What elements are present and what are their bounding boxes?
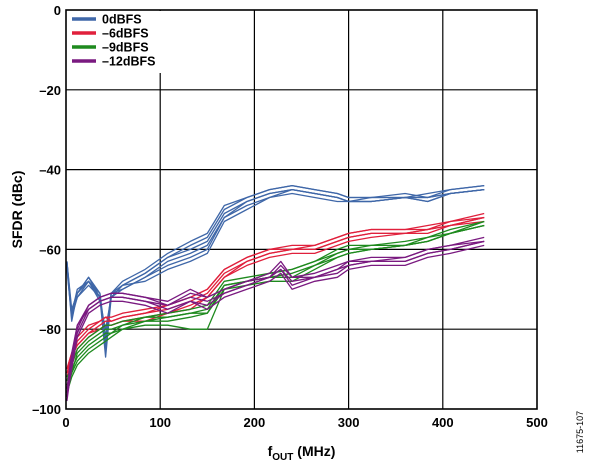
- series-trace: [66, 216, 485, 378]
- figure-id: 11675-107: [575, 411, 585, 453]
- legend-label: –12dBFS: [102, 55, 156, 69]
- legend-label: –9dBFS: [102, 41, 149, 55]
- legend: 0dBFS–6dBFS–9dBFS–12dBFS: [68, 11, 172, 73]
- tick-labels: 0 100 200 300 400 500 0 –20 –40 –60 –80 –100: [32, 3, 548, 430]
- series-trace: [66, 188, 485, 346]
- series-4: [66, 236, 485, 402]
- x-axis-label: fOUT (MHz): [268, 443, 336, 463]
- y-tick-label: –20: [39, 83, 61, 98]
- x-tick-label: 0: [62, 415, 69, 430]
- x-tick-label: 200: [244, 415, 266, 430]
- x-axis-label-unit: (MHz): [293, 443, 335, 459]
- x-tick-label: 100: [149, 415, 171, 430]
- x-tick-label: 400: [432, 415, 454, 430]
- series-trace: [66, 240, 485, 394]
- y-tick-label: –60: [39, 242, 61, 257]
- y-tick-label: –80: [39, 322, 61, 337]
- y-tick-label: –100: [32, 402, 61, 417]
- x-axis-label-subscript: OUT: [272, 452, 293, 463]
- y-tick-label: –40: [39, 163, 61, 178]
- y-axis-label: SFDR (dBc): [9, 171, 25, 249]
- x-tick-label: 500: [526, 415, 548, 430]
- x-tick-label: 300: [338, 415, 360, 430]
- series-trace: [66, 244, 485, 398]
- series-trace: [66, 240, 485, 390]
- grid: [66, 10, 537, 409]
- series-trace: [66, 224, 485, 394]
- series-layer: [66, 184, 485, 402]
- y-tick-label: 0: [54, 3, 61, 18]
- x-axis-label-main: f: [268, 443, 273, 459]
- legend-label: 0dBFS: [102, 13, 142, 27]
- legend-label: –6dBFS: [102, 27, 149, 41]
- plot-frame: [65, 9, 538, 410]
